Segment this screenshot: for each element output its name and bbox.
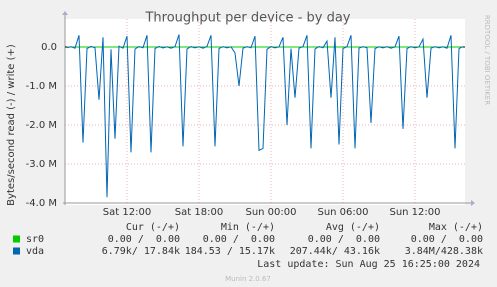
legend-label: sr0 bbox=[26, 234, 44, 245]
legend-swatch bbox=[13, 235, 20, 243]
y-axis-label: Bytes/second read (-) / write (+) bbox=[6, 44, 17, 206]
legend-value: 6.79k/ 17.84k bbox=[102, 246, 180, 257]
legend-value: 0.00 / 0.00 bbox=[203, 234, 275, 245]
legend-header: Min (-/+) bbox=[221, 222, 275, 233]
legend-value: 184.53 / 15.17k bbox=[185, 246, 275, 257]
legend-swatch bbox=[13, 247, 20, 255]
legend-value: 0.00 / 0.00 bbox=[411, 234, 483, 245]
legend-label: vda bbox=[26, 246, 44, 257]
last-update: Last update: Sun Aug 25 16:25:00 2024 bbox=[257, 259, 480, 270]
legend-header: Avg (-/+) bbox=[326, 222, 380, 233]
y-tick-label: 0.0 bbox=[41, 42, 57, 53]
chart-title: Throughput per device - by day bbox=[144, 11, 350, 26]
y-tick-label: -1.0 M bbox=[26, 81, 57, 92]
footer: Munin 2.0.67 bbox=[225, 275, 271, 283]
legend-header: Max (-/+) bbox=[429, 222, 483, 233]
y-tick-label: -3.0 M bbox=[26, 159, 57, 170]
side-label: RRDTOOL / TOBI OETIKER bbox=[483, 15, 491, 105]
y-tick-label: -4.0 M bbox=[26, 198, 57, 209]
legend-value: 207.44k/ 43.16k bbox=[290, 246, 380, 257]
x-tick-label: Sat 12:00 bbox=[103, 207, 151, 218]
y-tick-label: -2.0 M bbox=[26, 120, 57, 131]
plot-area bbox=[65, 19, 465, 205]
x-tick-label: Sun 00:00 bbox=[245, 207, 296, 218]
legend-value: 0.00 / 0.00 bbox=[108, 234, 180, 245]
x-tick-label: Sat 18:00 bbox=[175, 207, 223, 218]
axis-arrow bbox=[62, 11, 68, 15]
axis-arrow bbox=[471, 200, 475, 206]
x-tick-label: Sun 06:00 bbox=[317, 207, 368, 218]
series-line bbox=[66, 34, 464, 198]
legend-value: 0.00 / 0.00 bbox=[308, 234, 380, 245]
legend-header: Cur (-/+) bbox=[126, 222, 180, 233]
legend-value: 3.84M/428.38k bbox=[405, 246, 483, 257]
x-tick-label: Sun 12:00 bbox=[389, 207, 440, 218]
